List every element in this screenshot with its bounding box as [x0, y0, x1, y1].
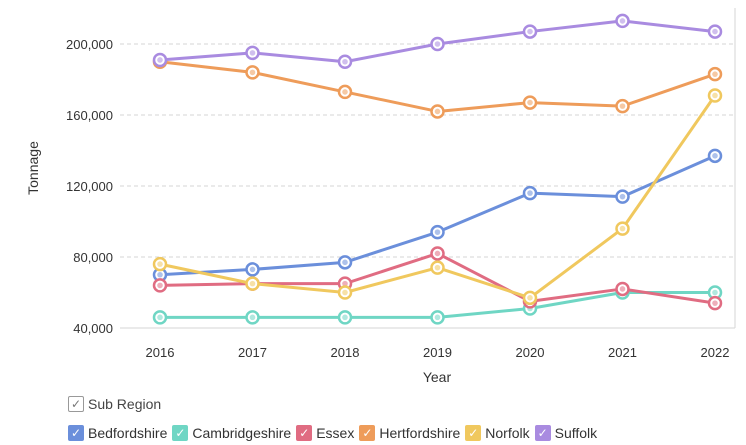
data-point-center — [712, 92, 718, 99]
data-point-center — [249, 50, 256, 56]
series-lines — [152, 13, 723, 325]
y-tick-label: 160,000 — [66, 108, 113, 123]
sub-region-checkbox[interactable]: ✓ — [68, 396, 84, 412]
data-point-center — [619, 103, 626, 109]
legend-item-hertfordshire[interactable]: ✓ Hertfordshire — [359, 425, 460, 441]
data-point-center — [157, 271, 163, 278]
legend-item-suffolk[interactable]: ✓ Suffolk — [534, 425, 598, 441]
series-line — [158, 60, 717, 113]
data-point-center — [434, 108, 441, 115]
data-point-center — [619, 193, 626, 200]
y-axis-title: Tonnage — [25, 141, 41, 195]
data-point-center — [712, 28, 718, 35]
legend-label: Bedfordshire — [88, 425, 168, 441]
data-point-center — [342, 314, 348, 321]
data-point-center — [249, 266, 256, 273]
legend-item-essex[interactable]: ✓ Essex — [296, 425, 354, 441]
data-point-center — [157, 57, 163, 63]
legend-label: Suffolk — [554, 425, 598, 441]
data-point-center — [157, 314, 163, 321]
data-point-center — [712, 300, 718, 306]
x-axis-ticks: 2016 2017 2018 2019 2020 2021 2022 — [146, 345, 730, 360]
legend-title-group[interactable]: ✓ Sub Region — [68, 396, 161, 412]
legend: ✓ Bedfordshire ✓ Cambridgeshire ✓ Essex ✓ Hertf… — [68, 425, 602, 441]
legend-checkbox[interactable]: ✓ — [172, 425, 189, 441]
data-point-center — [342, 259, 348, 266]
data-point-center — [249, 314, 256, 321]
data-point-center — [342, 289, 348, 296]
y-axis-ticks: 40,000 80,000 120,000 160,000 200,000 — [66, 37, 113, 336]
x-tick-label: 2020 — [516, 345, 545, 360]
series-suffolk — [152, 13, 723, 69]
series-bedfordshire — [152, 148, 723, 282]
x-tick-label: 2016 — [146, 345, 175, 360]
data-point-center — [157, 261, 163, 267]
legend-checkbox[interactable]: ✓ — [68, 425, 84, 441]
data-point-center — [619, 225, 626, 232]
legend-item-norfolk[interactable]: ✓ Norfolk — [465, 425, 530, 441]
legend-checkbox[interactable]: ✓ — [465, 425, 482, 441]
legend-checkbox[interactable]: ✓ — [534, 425, 551, 441]
data-point-center — [342, 58, 348, 65]
data-point-center — [157, 282, 163, 289]
data-point-center — [527, 99, 533, 106]
data-point-center — [249, 280, 256, 287]
data-point-center — [527, 295, 533, 301]
legend-label: Norfolk — [485, 425, 530, 441]
data-point-center — [434, 229, 441, 235]
data-point-center — [434, 264, 441, 271]
series-hertfordshire — [152, 54, 723, 119]
data-point-center — [434, 250, 441, 257]
data-point-center — [712, 289, 718, 296]
legend-checkbox[interactable]: ✓ — [359, 425, 376, 441]
legend-item-bedfordshire[interactable]: ✓ Bedfordshire — [68, 425, 167, 441]
legend-label: Hertfordshire — [379, 425, 461, 441]
data-point-center — [527, 28, 533, 35]
series-norfolk — [152, 88, 723, 306]
y-tick-label: 120,000 — [66, 179, 113, 194]
x-tick-label: 2021 — [608, 345, 637, 360]
legend-item-cambridgeshire[interactable]: ✓ Cambridgeshire — [172, 425, 291, 441]
data-point-center — [342, 89, 348, 95]
y-tick-label: 80,000 — [73, 250, 113, 265]
data-point-center — [342, 280, 348, 287]
gridlines — [120, 8, 736, 329]
data-point-center — [249, 69, 256, 76]
data-point-center — [434, 41, 441, 47]
x-tick-label: 2017 — [238, 345, 267, 360]
x-tick-label: 2019 — [423, 345, 452, 360]
y-tick-label: 40,000 — [73, 321, 113, 336]
x-tick-label: 2022 — [701, 345, 730, 360]
legend-label: Essex — [316, 425, 355, 441]
x-axis-title: Year — [423, 369, 452, 385]
x-tick-label: 2018 — [331, 345, 360, 360]
data-point-center — [434, 314, 441, 321]
data-point-center — [712, 153, 718, 159]
legend-label: Cambridgeshire — [192, 425, 292, 441]
data-point-center — [527, 190, 533, 196]
data-point-center — [619, 286, 626, 292]
legend-title: Sub Region — [88, 396, 162, 412]
data-point-center — [619, 18, 626, 24]
data-point-center — [712, 71, 718, 77]
y-tick-label: 200,000 — [66, 37, 113, 52]
legend-checkbox[interactable]: ✓ — [296, 425, 313, 441]
